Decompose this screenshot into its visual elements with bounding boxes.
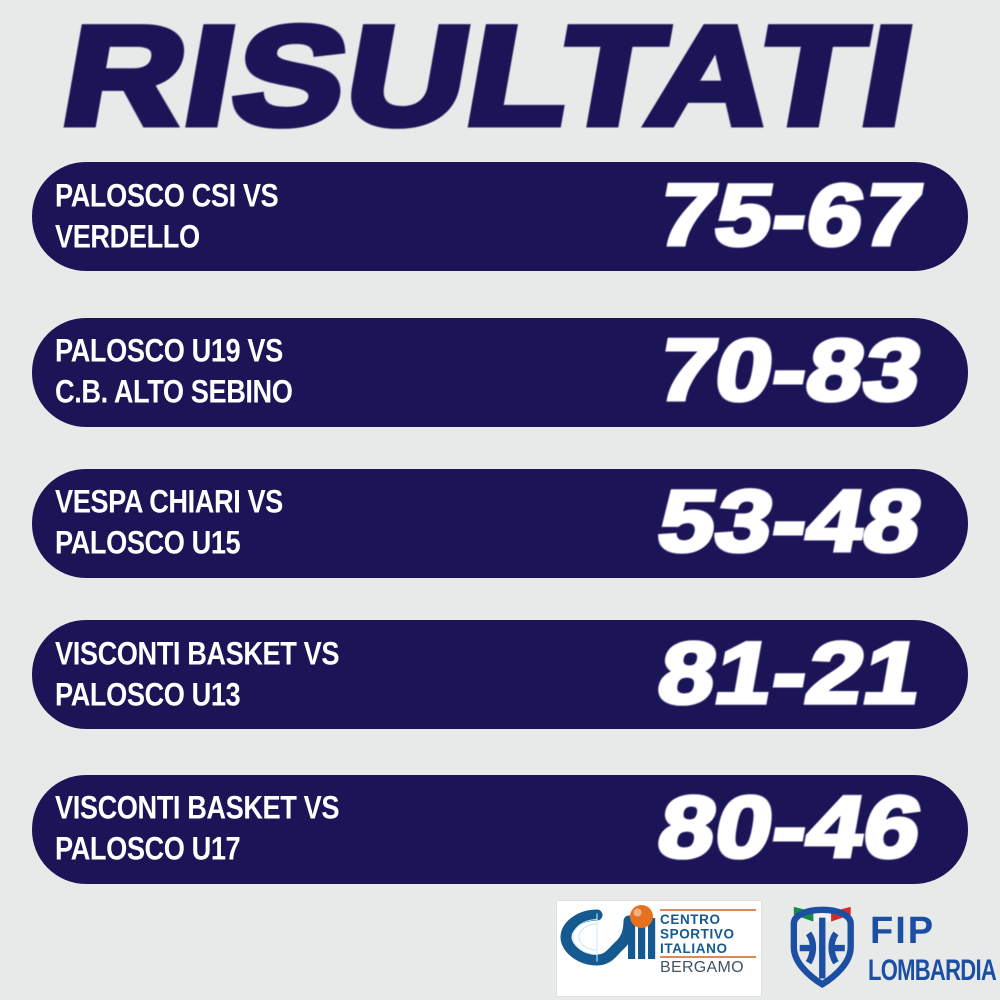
svg-text:CENTRO: CENTRO bbox=[660, 912, 721, 927]
svg-text:ITALIANO: ITALIANO bbox=[660, 941, 728, 956]
svg-text:SPORTIVO: SPORTIVO bbox=[660, 927, 735, 942]
svg-text:FIP: FIP bbox=[870, 910, 935, 952]
svg-text:BERGAMO: BERGAMO bbox=[660, 959, 744, 976]
svg-text:LOMBARDIA: LOMBARDIA bbox=[868, 954, 996, 987]
